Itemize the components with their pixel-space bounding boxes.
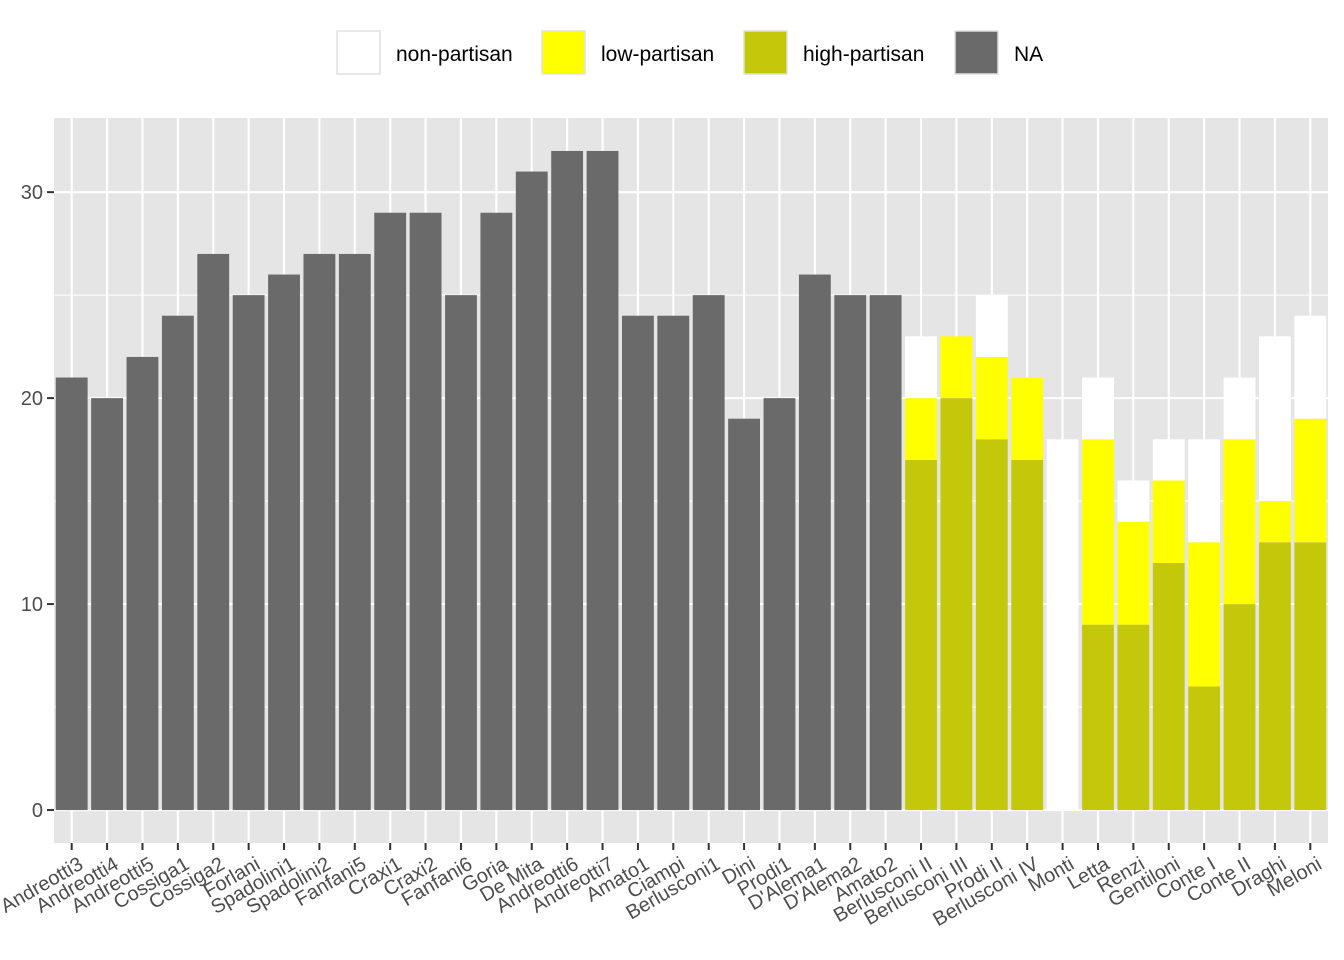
legend: non-partisan low-partisan high-partisan NA (336, 30, 1043, 75)
bar-forlani-na (232, 295, 265, 811)
bar-craxi2-na (409, 212, 442, 811)
bar-d-alema2-na (834, 295, 867, 811)
bar-letta-high-partisan (1082, 624, 1114, 811)
bar-ciampi-na (657, 315, 690, 811)
legend-key-high-partisan (743, 30, 788, 75)
bar-berlusconi1-na (692, 295, 725, 811)
x-axis: Andreotti3Andreotti4Andreotti5Cossiga1Co… (0, 843, 1326, 931)
y-tick-label: 20 (21, 388, 43, 410)
y-tick-label: 10 (21, 594, 43, 616)
bar-berlusconi-iv-high-partisan (1011, 459, 1044, 811)
bar-berlusconi-iii-high-partisan (940, 398, 973, 811)
bar-berlusconi-iii-low-partisan (940, 336, 973, 399)
bar-conte-i-high-partisan (1188, 686, 1221, 811)
y-tick-label: 0 (32, 800, 43, 822)
legend-label-low-partisan: low-partisan (601, 43, 714, 66)
bar-fanfani5-na (338, 253, 371, 811)
bar-prodi1-na (763, 398, 796, 811)
legend-label-high-partisan: high-partisan (803, 43, 924, 66)
plot-panel (54, 118, 1328, 843)
bar-draghi-high-partisan (1258, 542, 1291, 811)
bar-renzi-high-partisan (1117, 624, 1150, 811)
bar-fanfani6-na (445, 295, 477, 811)
bar-gentiloni-high-partisan (1152, 562, 1185, 811)
bar-andreotti7-na (586, 150, 619, 811)
bars (55, 150, 1327, 811)
legend-key-non-partisan (336, 30, 381, 75)
legend-label-na: NA (1014, 43, 1043, 66)
bar-gentiloni-non-partisan (1152, 439, 1185, 481)
legend-label-non-partisan: non-partisan (396, 43, 513, 66)
legend-key-low-partisan (541, 30, 586, 75)
bar-berlusconi-ii-low-partisan (905, 398, 937, 460)
bar-letta-low-partisan (1082, 439, 1114, 625)
bar-conte-ii-low-partisan (1223, 439, 1256, 605)
bar-amato2-na (869, 295, 902, 811)
bar-draghi-low-partisan (1258, 501, 1291, 543)
bar-spadolini1-na (268, 274, 300, 811)
bar-conte-i-low-partisan (1188, 542, 1221, 687)
bar-prodi-ii-high-partisan (975, 439, 1008, 811)
bar-meloni-high-partisan (1294, 542, 1327, 811)
bar-amato1-na (621, 315, 654, 811)
bar-monti-non-partisan (1046, 439, 1079, 811)
bar-gentiloni-low-partisan (1152, 480, 1185, 563)
bar-craxi1-na (374, 212, 407, 811)
bar-meloni-non-partisan (1294, 315, 1327, 419)
y-tick-label: 30 (21, 182, 43, 204)
bar-conte-ii-non-partisan (1223, 377, 1256, 440)
bar-berlusconi-iv-low-partisan (1011, 377, 1044, 460)
bar-conte-i-non-partisan (1188, 439, 1221, 543)
bar-cossiga1-na (161, 315, 194, 811)
bar-renzi-low-partisan (1117, 521, 1150, 625)
bar-goria-na (480, 212, 513, 811)
bar-prodi-ii-low-partisan (975, 356, 1008, 440)
bar-andreotti4-na (91, 398, 124, 811)
bar-d-alema1-na (798, 274, 831, 811)
bar-meloni-low-partisan (1294, 418, 1327, 543)
legend-key-na (954, 30, 999, 75)
bar-cossiga2-na (197, 253, 230, 811)
bar-berlusconi-ii-non-partisan (905, 336, 937, 399)
bar-renzi-non-partisan (1117, 480, 1150, 522)
bar-letta-non-partisan (1082, 377, 1114, 440)
bar-draghi-non-partisan (1258, 336, 1291, 502)
bar-andreotti6-na (551, 150, 584, 811)
bar-andreotti5-na (126, 356, 159, 811)
bar-spadolini2-na (303, 253, 336, 811)
y-axis: 0 10 20 30 (21, 182, 54, 822)
bar-andreotti3-na (55, 377, 88, 811)
bar-prodi-ii-non-partisan (975, 295, 1008, 357)
bar-berlusconi-ii-high-partisan (905, 459, 937, 811)
bar-dini-na (728, 418, 761, 811)
bar-de-mita-na (515, 171, 548, 811)
bar-conte-ii-high-partisan (1223, 604, 1256, 811)
